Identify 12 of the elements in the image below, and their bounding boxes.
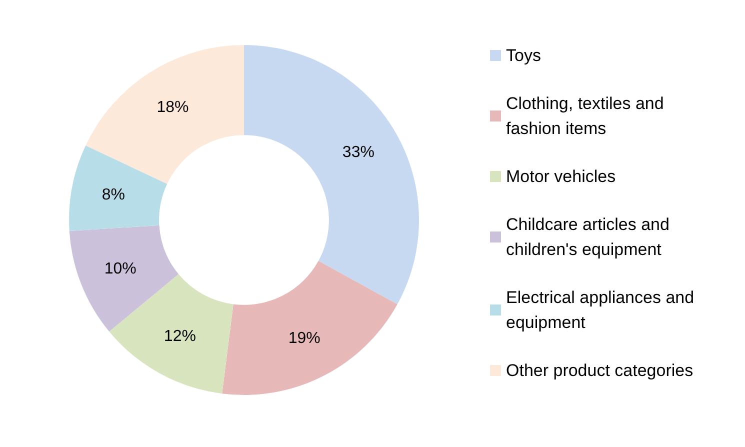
legend-label: Other product categories	[506, 361, 694, 380]
data-label: 8%	[102, 186, 125, 204]
data-label: 18%	[156, 99, 189, 116]
data-label: 10%	[104, 260, 136, 278]
legend-label: Motor vehicles	[506, 167, 616, 186]
legend-label: Childcare articles and children's equipment	[506, 215, 674, 259]
legend-label: Toys	[506, 46, 541, 65]
data-label: 19%	[288, 330, 320, 347]
data-label: 33%	[342, 144, 374, 161]
legend-label: Electrical appliances and equipment	[506, 288, 699, 332]
legend-label: Clothing, textiles and fashion items	[506, 94, 669, 138]
data-label: 12%	[164, 328, 196, 346]
